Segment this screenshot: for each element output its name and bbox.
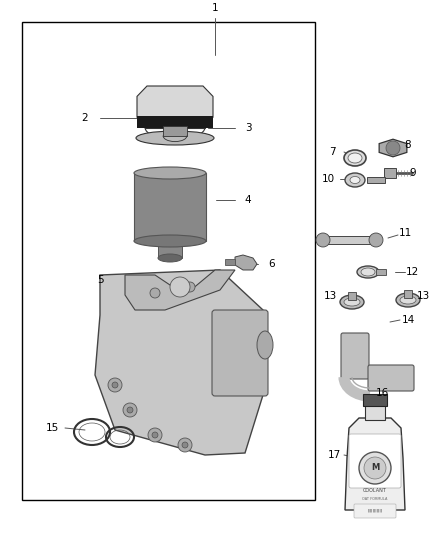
Ellipse shape — [400, 296, 416, 304]
Circle shape — [369, 233, 383, 247]
Text: OAT FORMULA: OAT FORMULA — [362, 497, 388, 501]
Circle shape — [182, 442, 188, 448]
Bar — [323, 236, 373, 244]
Text: 13: 13 — [417, 291, 430, 301]
Text: 16: 16 — [375, 388, 389, 398]
Bar — [363, 394, 387, 406]
Circle shape — [359, 452, 391, 484]
Circle shape — [185, 282, 195, 292]
Text: 9: 9 — [410, 168, 416, 178]
Bar — [163, 126, 187, 135]
Circle shape — [170, 277, 190, 297]
Ellipse shape — [396, 293, 420, 307]
Bar — [348, 292, 356, 300]
Ellipse shape — [357, 266, 379, 278]
Ellipse shape — [134, 167, 206, 179]
Text: 10: 10 — [321, 174, 335, 184]
Bar — [137, 116, 213, 127]
Circle shape — [108, 378, 122, 392]
Text: 1: 1 — [212, 3, 218, 13]
Polygon shape — [137, 86, 213, 127]
Ellipse shape — [345, 173, 365, 187]
Ellipse shape — [348, 153, 362, 163]
Ellipse shape — [158, 254, 182, 262]
Text: 2: 2 — [82, 113, 88, 123]
Text: |||||||||||: ||||||||||| — [367, 509, 382, 513]
Circle shape — [127, 407, 133, 413]
Text: 12: 12 — [406, 267, 419, 277]
Text: 8: 8 — [405, 140, 411, 150]
Ellipse shape — [340, 295, 364, 309]
Bar — [158, 244, 182, 258]
Polygon shape — [95, 270, 263, 455]
Text: 15: 15 — [46, 423, 59, 433]
Circle shape — [364, 457, 386, 479]
Text: 6: 6 — [268, 259, 276, 269]
Bar — [367, 177, 385, 183]
Polygon shape — [379, 139, 407, 157]
Text: 17: 17 — [327, 450, 341, 460]
Bar — [365, 404, 385, 420]
Ellipse shape — [350, 176, 360, 183]
Circle shape — [386, 141, 400, 155]
Polygon shape — [345, 418, 405, 510]
Text: 4: 4 — [245, 195, 251, 205]
Ellipse shape — [361, 268, 375, 276]
Ellipse shape — [134, 235, 206, 247]
Bar — [404, 290, 412, 298]
FancyBboxPatch shape — [349, 434, 401, 488]
FancyBboxPatch shape — [212, 310, 268, 396]
Text: 13: 13 — [323, 291, 337, 301]
Circle shape — [152, 432, 158, 438]
Circle shape — [148, 428, 162, 442]
Bar — [134, 173, 206, 241]
Circle shape — [316, 233, 330, 247]
Text: M: M — [371, 464, 379, 472]
Circle shape — [112, 382, 118, 388]
Text: 11: 11 — [399, 228, 412, 238]
Circle shape — [123, 403, 137, 417]
Text: 14: 14 — [401, 315, 415, 325]
Ellipse shape — [344, 298, 360, 306]
Circle shape — [178, 438, 192, 452]
Ellipse shape — [344, 150, 366, 166]
FancyBboxPatch shape — [354, 504, 396, 518]
Text: 3: 3 — [245, 123, 251, 133]
Bar — [225, 259, 235, 265]
Circle shape — [150, 288, 160, 298]
Polygon shape — [125, 270, 235, 310]
Bar — [384, 168, 396, 178]
Text: COOLANT: COOLANT — [363, 489, 387, 494]
FancyBboxPatch shape — [341, 333, 369, 379]
Text: 5: 5 — [97, 275, 103, 285]
Bar — [22, 22, 315, 500]
Bar — [376, 269, 386, 275]
Text: 7: 7 — [328, 147, 336, 157]
Ellipse shape — [136, 131, 214, 145]
FancyBboxPatch shape — [368, 365, 414, 391]
Polygon shape — [235, 255, 257, 270]
Ellipse shape — [257, 331, 273, 359]
